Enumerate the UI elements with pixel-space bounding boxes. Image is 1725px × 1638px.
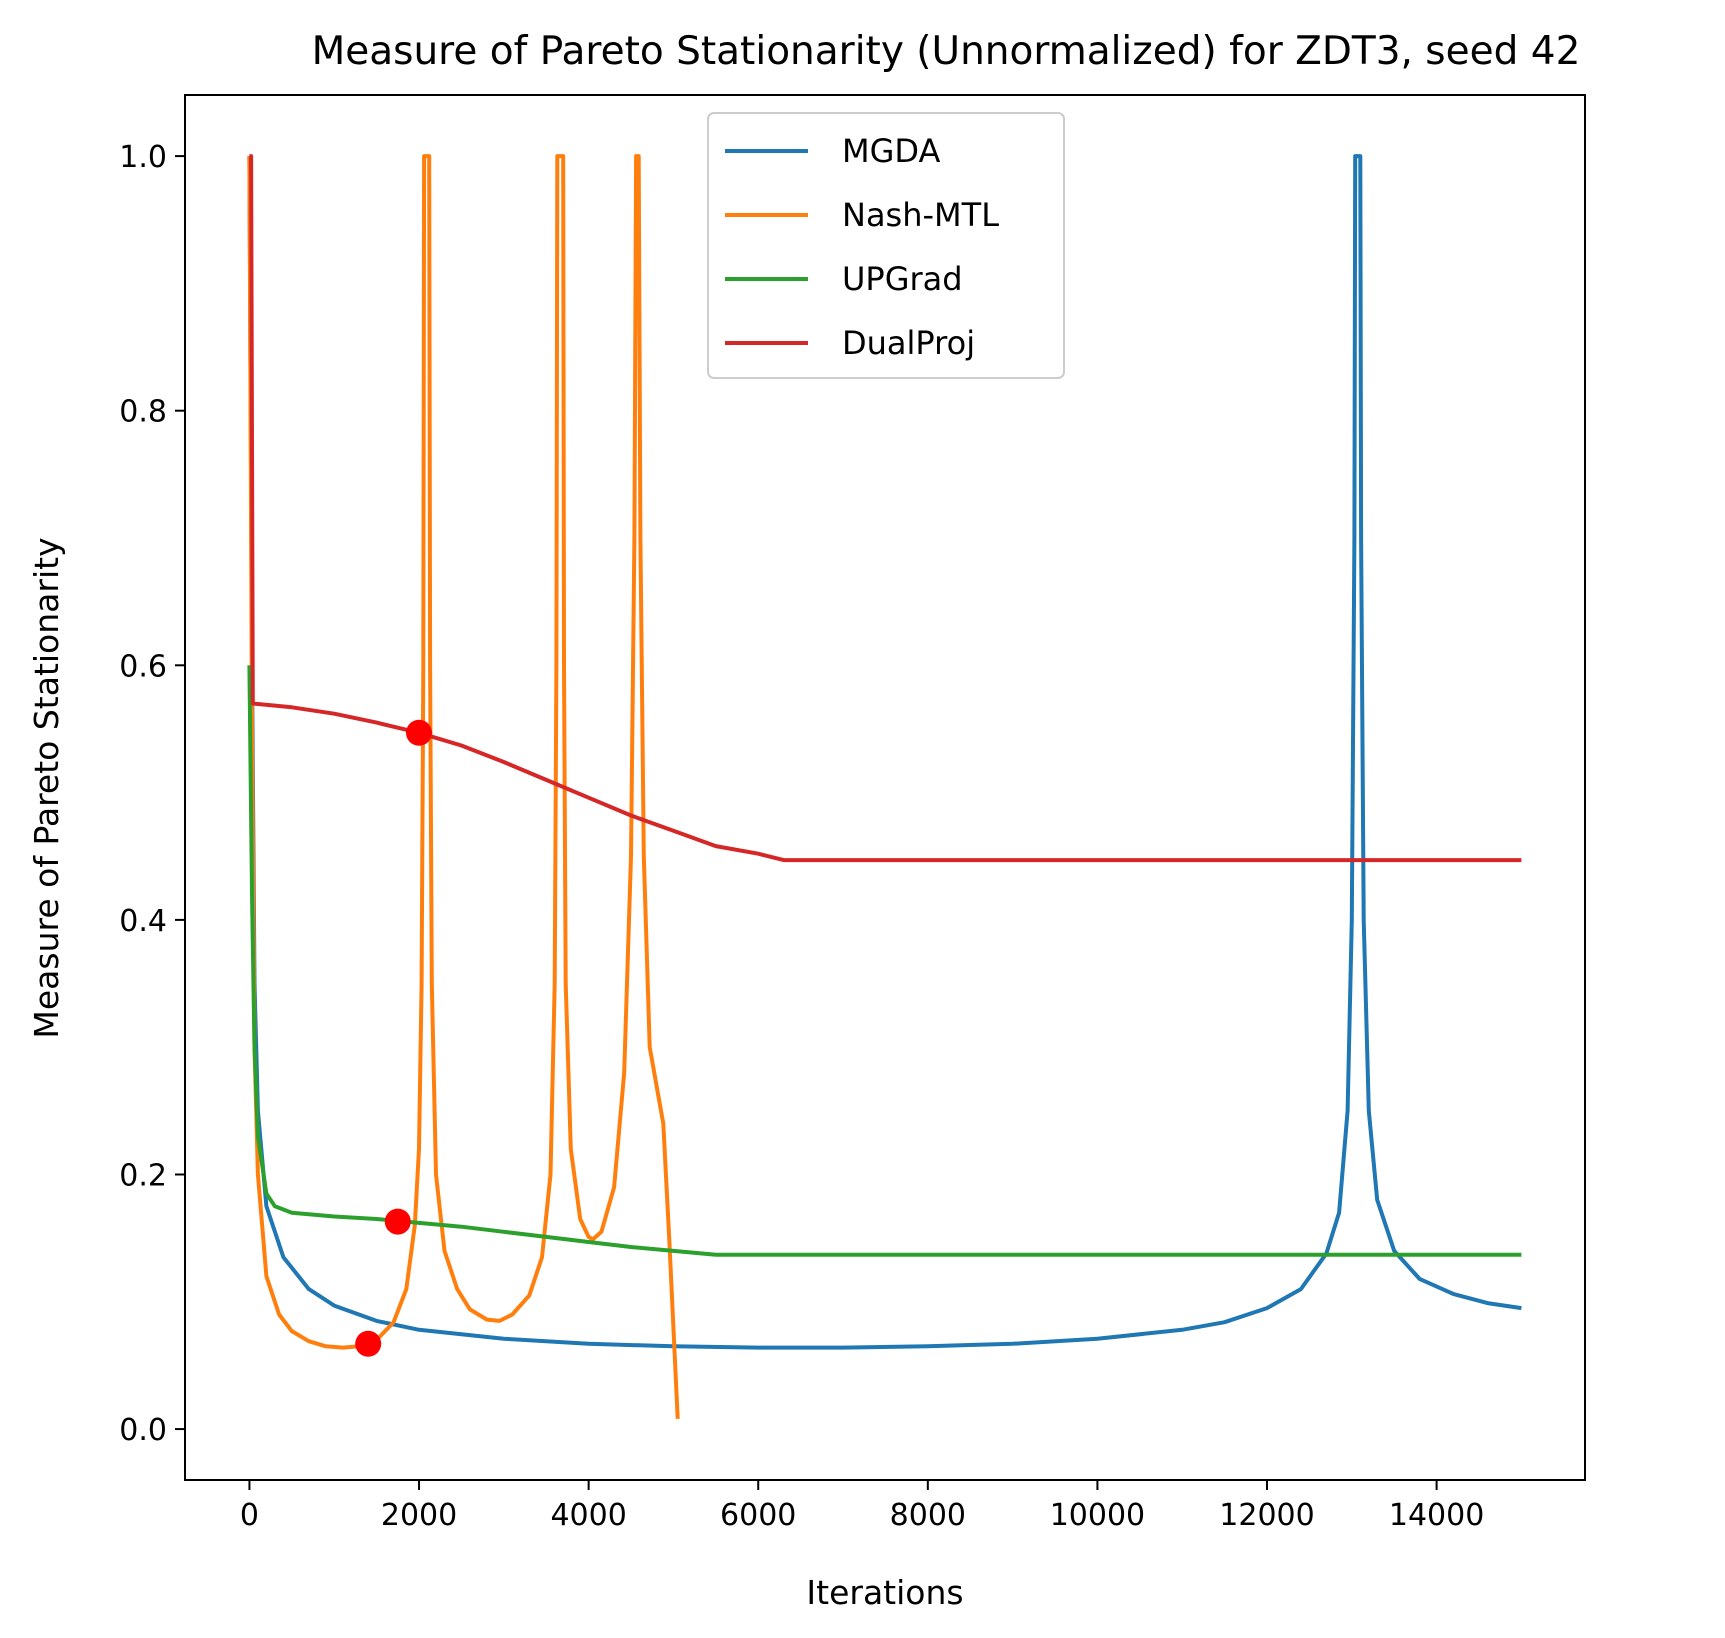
marker-layer <box>355 719 432 1357</box>
y-tick-label-2: 0.4 <box>119 904 167 939</box>
x-axis: 0 2000 4000 6000 8000 10000 12000 14000 <box>240 1480 1484 1533</box>
legend-label-2: UPGrad <box>842 260 963 298</box>
series-line-2 <box>247 665 1522 1257</box>
x-tick-label-0: 0 <box>240 1498 259 1533</box>
y-tick-label-0: 0.0 <box>119 1413 167 1448</box>
series-line-1 <box>247 154 680 1419</box>
series-line-0 <box>247 154 1522 1350</box>
x-axis-label: Iterations <box>806 1573 963 1612</box>
marker-point-2 <box>355 1330 382 1357</box>
legend-label-3: DualProj <box>842 324 975 362</box>
y-axis: 0.0 0.2 0.4 0.6 0.8 1.0 <box>119 140 185 1448</box>
y-tick-label-5: 1.0 <box>119 140 167 175</box>
x-tick-label-1: 2000 <box>381 1498 457 1533</box>
x-tick-label-6: 12000 <box>1219 1498 1314 1533</box>
legend-label-0: MGDA <box>842 132 940 170</box>
x-tick-label-5: 10000 <box>1050 1498 1145 1533</box>
y-tick-label-1: 0.2 <box>119 1158 167 1193</box>
y-tick-label-4: 0.8 <box>119 395 167 430</box>
chart-title: Measure of Pareto Stationarity (Unnormal… <box>312 29 1581 74</box>
legend-label-1: Nash-MTL <box>842 196 999 234</box>
x-tick-label-7: 14000 <box>1389 1498 1484 1533</box>
x-tick-label-3: 6000 <box>720 1498 796 1533</box>
legend-box <box>707 112 1065 379</box>
y-tick-label-3: 0.6 <box>119 649 167 684</box>
series-line-3 <box>249 154 1522 863</box>
x-tick-label-4: 8000 <box>890 1498 966 1533</box>
legend: MGDA Nash-MTL UPGrad DualProj <box>707 112 1065 379</box>
y-axis-label: Measure of Pareto Stationarity <box>27 537 66 1038</box>
x-tick-label-2: 4000 <box>550 1498 626 1533</box>
plot-frame <box>184 94 1586 1481</box>
marker-point-0 <box>406 719 432 746</box>
series-layer <box>247 154 1522 1419</box>
marker-point-1 <box>384 1208 411 1235</box>
